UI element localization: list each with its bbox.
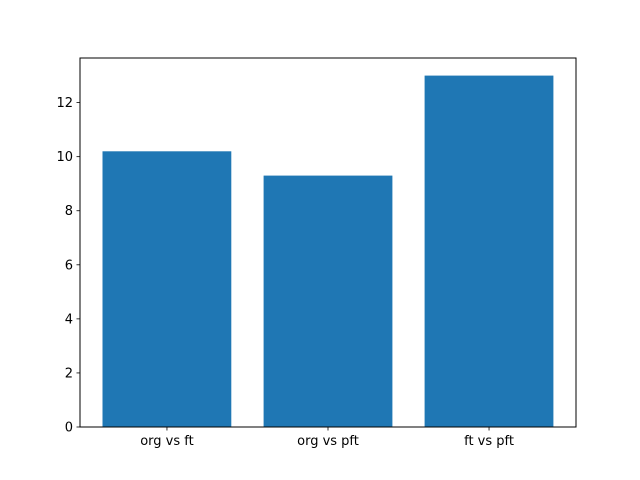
y-tick-label: 12 bbox=[56, 96, 73, 111]
axes-spines bbox=[79, 57, 577, 428]
y-tick-label: 4 bbox=[65, 312, 73, 327]
y-tick-label: 0 bbox=[65, 421, 73, 436]
x-tick-label: ft vs pft bbox=[464, 434, 514, 449]
bar-ft-vs-pft bbox=[424, 75, 554, 427]
bar-org-vs-ft bbox=[102, 151, 232, 428]
y-tick-label: 8 bbox=[65, 204, 73, 219]
bar-org-vs-pft bbox=[263, 175, 393, 427]
x-tick-label: org vs ft bbox=[140, 434, 194, 449]
y-tick-label: 6 bbox=[65, 258, 73, 273]
x-tick-label: org vs pft bbox=[297, 434, 359, 449]
y-tick-label: 2 bbox=[65, 366, 73, 381]
y-tick-label: 10 bbox=[56, 150, 73, 165]
